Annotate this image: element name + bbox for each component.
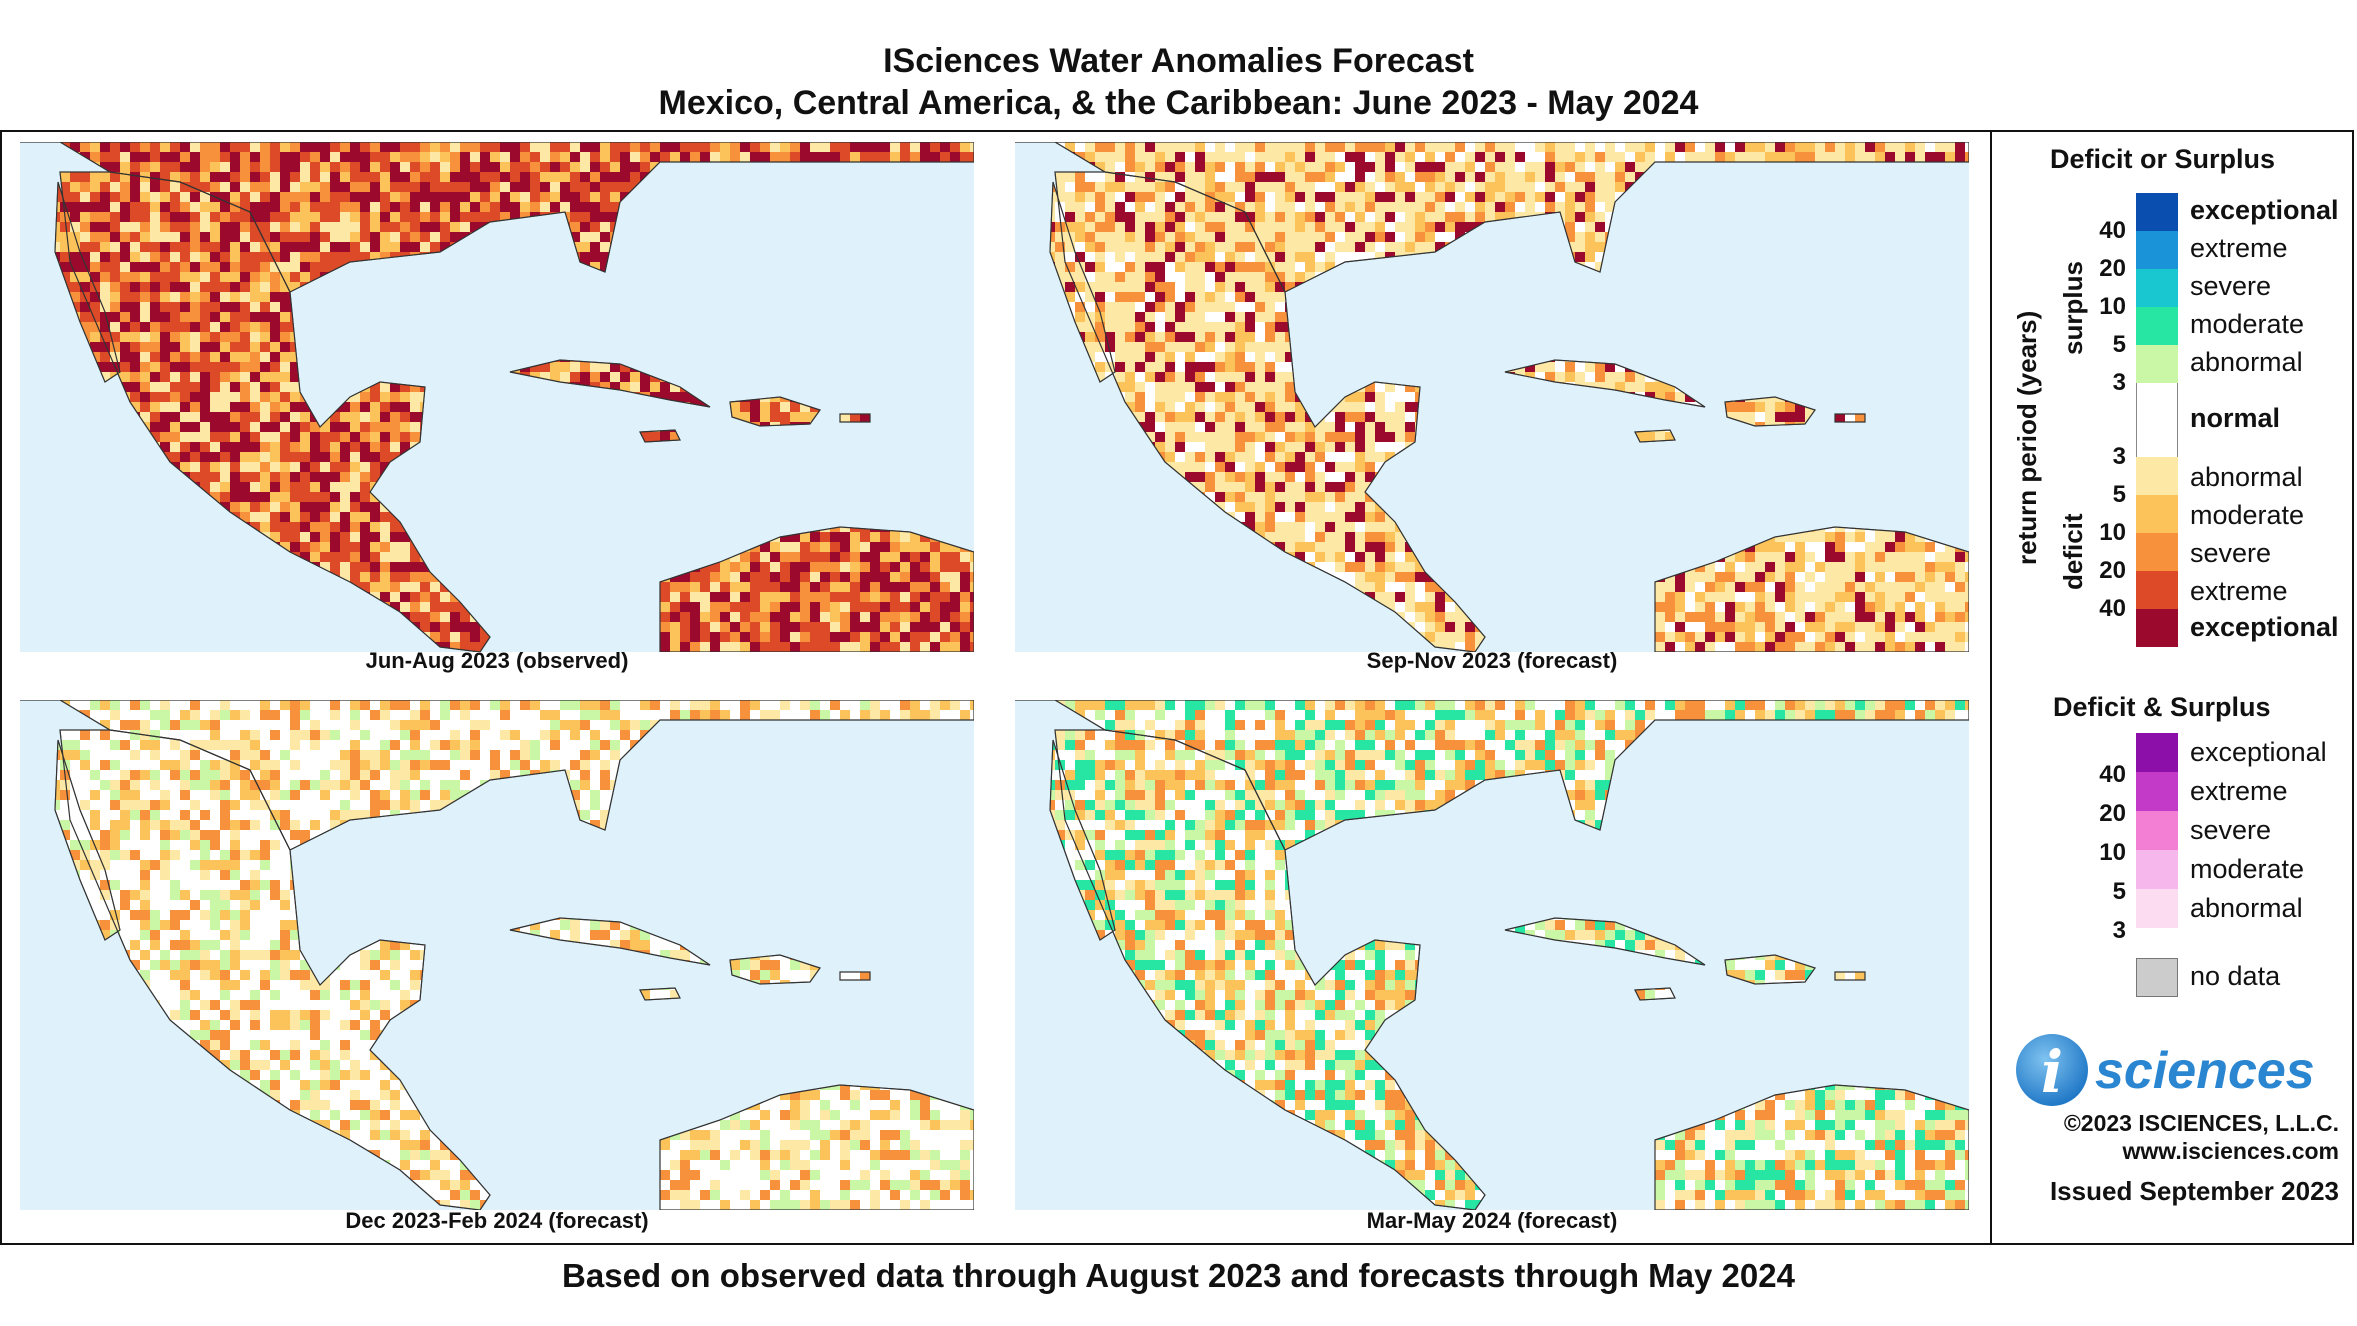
label-surplus-severe: severe: [2190, 271, 2272, 301]
footer-note: Based on observed data through August 20…: [562, 1257, 1795, 1294]
swatch-deficit-abnormal: [2136, 457, 2178, 495]
rp-number: 10: [2099, 519, 2126, 546]
rp-number: 5: [2112, 481, 2126, 508]
label-combined-extreme: extreme: [2190, 776, 2288, 806]
rp-number: 3: [2112, 369, 2126, 396]
swatch-no-data: [2136, 958, 2178, 997]
rp-number: 20: [2099, 255, 2126, 282]
label-deficit-abnormal: abnormal: [2190, 462, 2303, 492]
logo-letter: i: [2041, 1038, 2063, 1106]
label-surplus-exceptional: exceptional: [2190, 195, 2339, 225]
swatch-combined-moderate: [2136, 850, 2178, 889]
label-surplus-abnormal: abnormal: [2190, 347, 2303, 377]
copyright: ©2023 ISCIENCES, L.L.C.: [2063, 1110, 2339, 1136]
legend-title-deficit-or-surplus: Deficit or Surplus: [2050, 144, 2276, 174]
panel-caption: Jun-Aug 2023 (observed): [365, 648, 629, 673]
deficit-label: deficit: [2058, 513, 2088, 590]
map-title: ISciences Water Anomalies Forecast: [883, 42, 1474, 80]
label-deficit-extreme: extreme: [2190, 576, 2288, 606]
rp-number: 3: [2112, 443, 2126, 470]
rp-number: 5: [2112, 878, 2126, 905]
legend-title-deficit-and-surplus: Deficit & Surplus: [2053, 692, 2271, 722]
rp-number: 40: [2099, 217, 2126, 244]
swatch-combined-extreme: [2136, 772, 2178, 811]
rp-number: 10: [2099, 839, 2126, 866]
rp-number: 10: [2099, 293, 2126, 320]
swatch-deficit-exceptional: [2136, 609, 2178, 647]
swatch-deficit-moderate: [2136, 495, 2178, 533]
panel-caption: Dec 2023-Feb 2024 (forecast): [345, 1208, 649, 1233]
swatch-surplus-exceptional: [2136, 193, 2178, 231]
label-no-data: no data: [2190, 961, 2281, 991]
label-normal: normal: [2190, 403, 2281, 433]
isciences-logo: i sciences: [2010, 1030, 2345, 1110]
label-surplus-moderate: moderate: [2190, 309, 2305, 339]
label-surplus-extreme: extreme: [2190, 233, 2288, 263]
label-combined-exceptional: exceptional: [2190, 737, 2327, 767]
rp-number: 20: [2099, 800, 2126, 827]
map-subtitle: Mexico, Central America, & the Caribbean…: [658, 84, 1699, 122]
map-frame: [0, 130, 2354, 1245]
swatch-deficit-extreme: [2136, 571, 2178, 609]
label-combined-abnormal: abnormal: [2190, 893, 2303, 923]
label-combined-moderate: moderate: [2190, 854, 2305, 884]
map-graphic: [20, 700, 974, 1210]
logo-wordmark: sciences: [2095, 1042, 2315, 1100]
swatch-surplus-extreme: [2136, 231, 2178, 269]
map-graphic: [1015, 142, 1969, 652]
label-deficit-severe: severe: [2190, 538, 2272, 568]
surplus-label: surplus: [2058, 261, 2088, 355]
label-deficit-moderate: moderate: [2190, 500, 2305, 530]
swatch-surplus-severe: [2136, 269, 2178, 307]
return-period-axis-label: return period (years): [2012, 310, 2042, 565]
panel-caption: Mar-May 2024 (forecast): [1366, 1208, 1618, 1233]
panel-caption: Sep-Nov 2023 (forecast): [1366, 648, 1618, 673]
swatch-surplus-moderate: [2136, 307, 2178, 345]
rp-number: 5: [2112, 331, 2126, 358]
swatch-normal: [2136, 383, 2178, 457]
map-panel-sep-nov-2023: [1015, 142, 1969, 652]
label-combined-severe: severe: [2190, 815, 2272, 845]
map-panel-dec-feb-2024: [20, 700, 974, 1210]
map-graphic: [20, 142, 974, 652]
website: www.isciences.com: [2122, 1138, 2339, 1164]
rp-number: 40: [2099, 761, 2126, 788]
rp-number: 20: [2099, 557, 2126, 584]
label-deficit-exceptional: exceptional: [2190, 612, 2339, 642]
map-panel-jun-aug-2023: [20, 142, 974, 652]
issued-date: Issued September 2023: [2049, 1176, 2339, 1206]
map-graphic: [1015, 700, 1969, 1210]
swatch-deficit-severe: [2136, 533, 2178, 571]
swatch-combined-abnormal: [2136, 889, 2178, 928]
rp-number: 3: [2112, 917, 2126, 944]
map-panel-mar-may-2024: [1015, 700, 1969, 1210]
swatch-surplus-abnormal: [2136, 345, 2178, 383]
rp-number: 40: [2099, 595, 2126, 622]
swatch-combined-exceptional: [2136, 733, 2178, 772]
swatch-combined-severe: [2136, 811, 2178, 850]
legend-divider: [1990, 130, 1992, 1245]
